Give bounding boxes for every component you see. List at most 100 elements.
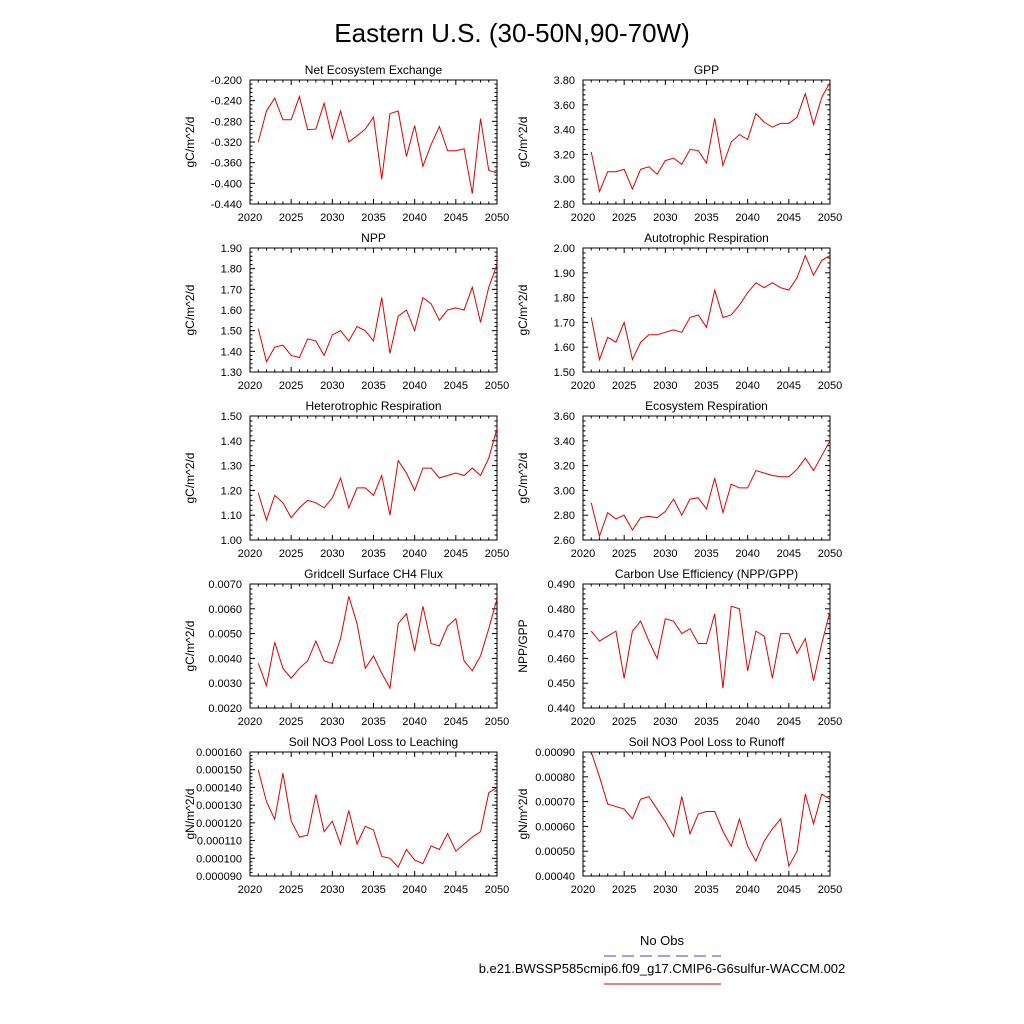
x-tick-label: 2045 bbox=[777, 716, 801, 728]
x-tick-label: 2030 bbox=[320, 380, 344, 392]
x-tick-label: 2050 bbox=[485, 884, 509, 896]
legend-obs-label: No Obs bbox=[640, 933, 685, 948]
panel-title: Soil NO3 Pool Loss to Leaching bbox=[289, 735, 458, 749]
x-tick-label: 2045 bbox=[444, 548, 468, 560]
y-axis-label: gC/m^2/d bbox=[183, 453, 197, 504]
y-tick-label: 3.60 bbox=[554, 100, 575, 112]
y-tick-label: 1.40 bbox=[221, 346, 242, 358]
x-tick-label: 2045 bbox=[777, 380, 801, 392]
y-tick-label: 0.470 bbox=[547, 629, 575, 641]
y-tick-label: 0.000130 bbox=[196, 800, 242, 812]
y-tick-label: -0.280 bbox=[211, 116, 242, 128]
panel-7: Gridcell Surface CH4 Flux gC/m^2/d 2020 202… bbox=[183, 567, 509, 728]
y-tick-label: -0.320 bbox=[211, 137, 242, 149]
x-tick-label: 2050 bbox=[818, 212, 842, 224]
x-tick-label: 2030 bbox=[653, 212, 677, 224]
y-axis-label: gN/m^2/d bbox=[183, 789, 197, 840]
x-tick-label: 2020 bbox=[238, 716, 262, 728]
y-tick-label: 1.00 bbox=[221, 535, 242, 547]
y-tick-label: 0.440 bbox=[547, 703, 575, 715]
x-tick-label: 2050 bbox=[818, 716, 842, 728]
y-tick-label: 0.480 bbox=[547, 604, 575, 616]
page-title: Eastern U.S. (30-50N,90-70W) bbox=[334, 18, 689, 48]
legend-case-label: b.e21.BWSSP585cmip6.f09_g17.CMIP6-G6sulf… bbox=[479, 961, 846, 976]
panel-title: Carbon Use Efficiency (NPP/GPP) bbox=[615, 567, 798, 581]
y-tick-label: 0.490 bbox=[547, 579, 575, 591]
y-tick-label: 0.000090 bbox=[196, 871, 242, 883]
y-tick-label: -0.440 bbox=[211, 199, 242, 211]
y-tick-label: 1.50 bbox=[554, 367, 575, 379]
plot-frame bbox=[582, 247, 831, 373]
x-tick-label: 2020 bbox=[571, 548, 595, 560]
y-tick-label: 0.000110 bbox=[197, 836, 242, 848]
panel-title: Net Ecosystem Exchange bbox=[305, 63, 443, 77]
x-tick-label: 2035 bbox=[361, 212, 385, 224]
plot-frame bbox=[582, 79, 831, 205]
y-tick-label: 0.000140 bbox=[196, 782, 242, 794]
y-tick-label: 3.00 bbox=[554, 485, 575, 497]
x-tick-label: 2050 bbox=[485, 212, 509, 224]
y-axis-label: gC/m^2/d bbox=[183, 117, 197, 168]
x-tick-label: 2050 bbox=[485, 716, 509, 728]
y-tick-label: 0.0070 bbox=[208, 579, 242, 591]
x-tick-label: 2040 bbox=[402, 380, 426, 392]
x-tick-label: 2045 bbox=[777, 548, 801, 560]
x-tick-label: 2040 bbox=[402, 884, 426, 896]
x-tick-label: 2050 bbox=[485, 548, 509, 560]
y-tick-label: 2.80 bbox=[554, 510, 575, 522]
y-tick-label: 1.90 bbox=[221, 243, 242, 255]
y-tick-label: 1.30 bbox=[221, 367, 242, 379]
panel-8: Carbon Use Efficiency (NPP/GPP) NPP/GPP 20… bbox=[516, 567, 842, 728]
y-tick-label: 0.0060 bbox=[208, 604, 242, 616]
panel-1: Net Ecosystem Exchange gC/m^2/d 2020 2025 20… bbox=[183, 63, 509, 224]
y-tick-label: 0.0030 bbox=[208, 678, 242, 690]
y-tick-label: 1.70 bbox=[554, 317, 575, 329]
y-tick-label: 0.0040 bbox=[208, 653, 242, 665]
x-tick-label: 2025 bbox=[612, 884, 636, 896]
x-tick-label: 2040 bbox=[735, 884, 759, 896]
chart-panels: Net Ecosystem Exchange gC/m^2/d 2020 2025 20… bbox=[183, 63, 842, 896]
x-tick-label: 2050 bbox=[818, 884, 842, 896]
plot-frame bbox=[582, 415, 831, 541]
plot-frame bbox=[249, 415, 498, 541]
x-tick-label: 2025 bbox=[279, 212, 303, 224]
panel-4: Autotrophic Respiration gC/m^2/d 2020 2025 2… bbox=[516, 231, 842, 392]
panel-5: Heterotrophic Respiration gC/m^2/d 2020 202… bbox=[183, 399, 509, 560]
x-tick-label: 2030 bbox=[320, 548, 344, 560]
x-tick-label: 2035 bbox=[361, 884, 385, 896]
y-tick-label: 0.00080 bbox=[535, 772, 575, 784]
x-tick-label: 2030 bbox=[653, 548, 677, 560]
x-tick-label: 2035 bbox=[694, 380, 718, 392]
x-tick-label: 2025 bbox=[612, 212, 636, 224]
x-tick-label: 2040 bbox=[735, 212, 759, 224]
y-tick-label: 0.000160 bbox=[196, 747, 242, 759]
x-tick-label: 2050 bbox=[818, 548, 842, 560]
x-tick-label: 2040 bbox=[402, 212, 426, 224]
y-axis-label: gC/m^2/d bbox=[516, 285, 530, 336]
y-tick-label: 1.30 bbox=[221, 461, 242, 473]
panel-6: Ecosystem Respiration gC/m^2/d 2020 2025 203… bbox=[516, 399, 842, 560]
panel-title: GPP bbox=[694, 63, 719, 77]
x-tick-label: 2025 bbox=[279, 716, 303, 728]
series-line bbox=[257, 94, 498, 194]
x-tick-label: 2025 bbox=[279, 380, 303, 392]
x-tick-label: 2035 bbox=[361, 548, 385, 560]
y-tick-label: 0.00050 bbox=[535, 846, 575, 858]
x-tick-label: 2040 bbox=[735, 716, 759, 728]
x-tick-label: 2025 bbox=[612, 380, 636, 392]
y-tick-label: 1.60 bbox=[554, 342, 575, 354]
x-tick-label: 2045 bbox=[777, 212, 801, 224]
y-tick-label: 0.00040 bbox=[535, 871, 575, 883]
x-tick-label: 2040 bbox=[735, 380, 759, 392]
series-line bbox=[590, 82, 831, 194]
y-axis-label: gC/m^2/d bbox=[516, 453, 530, 504]
x-tick-label: 2035 bbox=[694, 716, 718, 728]
x-tick-label: 2030 bbox=[320, 884, 344, 896]
panel-2: GPP gC/m^2/d 2020 2025 2030 2035 2040 2045 2050 3… bbox=[516, 63, 842, 224]
x-tick-label: 2030 bbox=[653, 380, 677, 392]
y-tick-label: 1.80 bbox=[221, 264, 242, 276]
y-tick-label: -0.360 bbox=[211, 158, 242, 170]
y-tick-label: 0.00090 bbox=[535, 747, 575, 759]
y-tick-label: 2.60 bbox=[554, 535, 575, 547]
x-tick-label: 2020 bbox=[571, 380, 595, 392]
